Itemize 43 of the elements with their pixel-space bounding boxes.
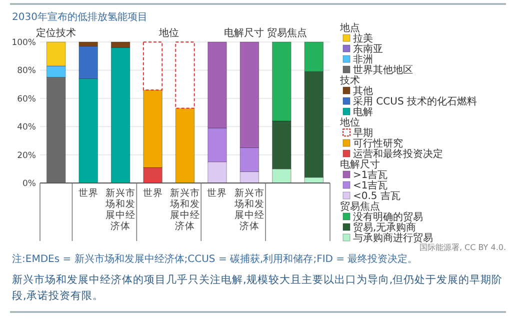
bar	[142, 42, 163, 90]
text: 新兴市场和发展中经济体的项目几乎只关注电解,规模较大且主要以出口为导向,但仍处于发展的早期阶段,承诺投资有限。	[12, 273, 503, 302]
text: 电解尺寸 贸易焦点	[224, 27, 308, 39]
y-tick-label: 20%	[17, 150, 36, 161]
text: 国际能源署, CC BY 4.0.	[419, 243, 506, 252]
legend-label: 运营和最终投资决定	[353, 148, 443, 160]
legend-label: 贸易,无承购商	[353, 222, 416, 234]
legend-label: <0.5 吉瓦	[353, 190, 400, 202]
bar	[175, 42, 195, 109]
y-tick-label: 80%	[17, 66, 36, 76]
x-tick-label: 世界	[78, 187, 98, 199]
bar	[175, 108, 195, 184]
legend-label: >1吉瓦	[353, 169, 388, 181]
legend-label: 早期	[353, 127, 373, 139]
legend-label: 东南亚	[353, 43, 383, 55]
text: 地位	[339, 116, 360, 128]
text: 注:EMDEs = 新兴市场和发展中经济体;CCUS = 碳捕获,利用和储存;FID = 最终投资决定。	[12, 253, 418, 265]
x-tick-label: 新兴市场和发展中经济体	[233, 187, 264, 232]
y-tick-label: 0%	[22, 179, 36, 189]
legend-label: 世界其他地区	[353, 64, 413, 76]
y-tick-label: 60%	[17, 94, 36, 104]
legend-label: <1吉瓦	[353, 180, 388, 192]
legend-label: 非洲	[353, 54, 373, 66]
x-tick-label: 新兴市场和发展中经济体	[169, 187, 200, 232]
text: 地点	[339, 22, 360, 34]
chart-title: 2030年宣布的低排放氢能项目	[12, 11, 148, 23]
legend-label: 拉美	[353, 32, 373, 44]
legend-label: 与承购商进行贸易	[353, 232, 433, 244]
y-tick-label: 100%	[12, 38, 36, 48]
legend-label: 其他	[353, 85, 373, 97]
x-tick-label: 世界	[207, 187, 228, 199]
x-tick-label: 世界	[142, 187, 163, 199]
legend-label: 没有明确的贸易	[353, 211, 423, 223]
legend-label: 电解	[353, 106, 373, 118]
text: 定位技术	[36, 27, 76, 39]
text: 电解尺寸	[340, 158, 380, 170]
text: 贸易焦点	[340, 200, 380, 212]
legend-label: 采用 CCUS 技术的化石燃料	[353, 96, 477, 108]
legend-label: 可行性研究	[353, 138, 403, 150]
x-tick-label: 新兴市场和发展中经济体	[104, 187, 136, 232]
y-tick-label: 40%	[17, 122, 36, 133]
text: 地位	[158, 27, 179, 39]
text: 技术	[339, 74, 360, 86]
